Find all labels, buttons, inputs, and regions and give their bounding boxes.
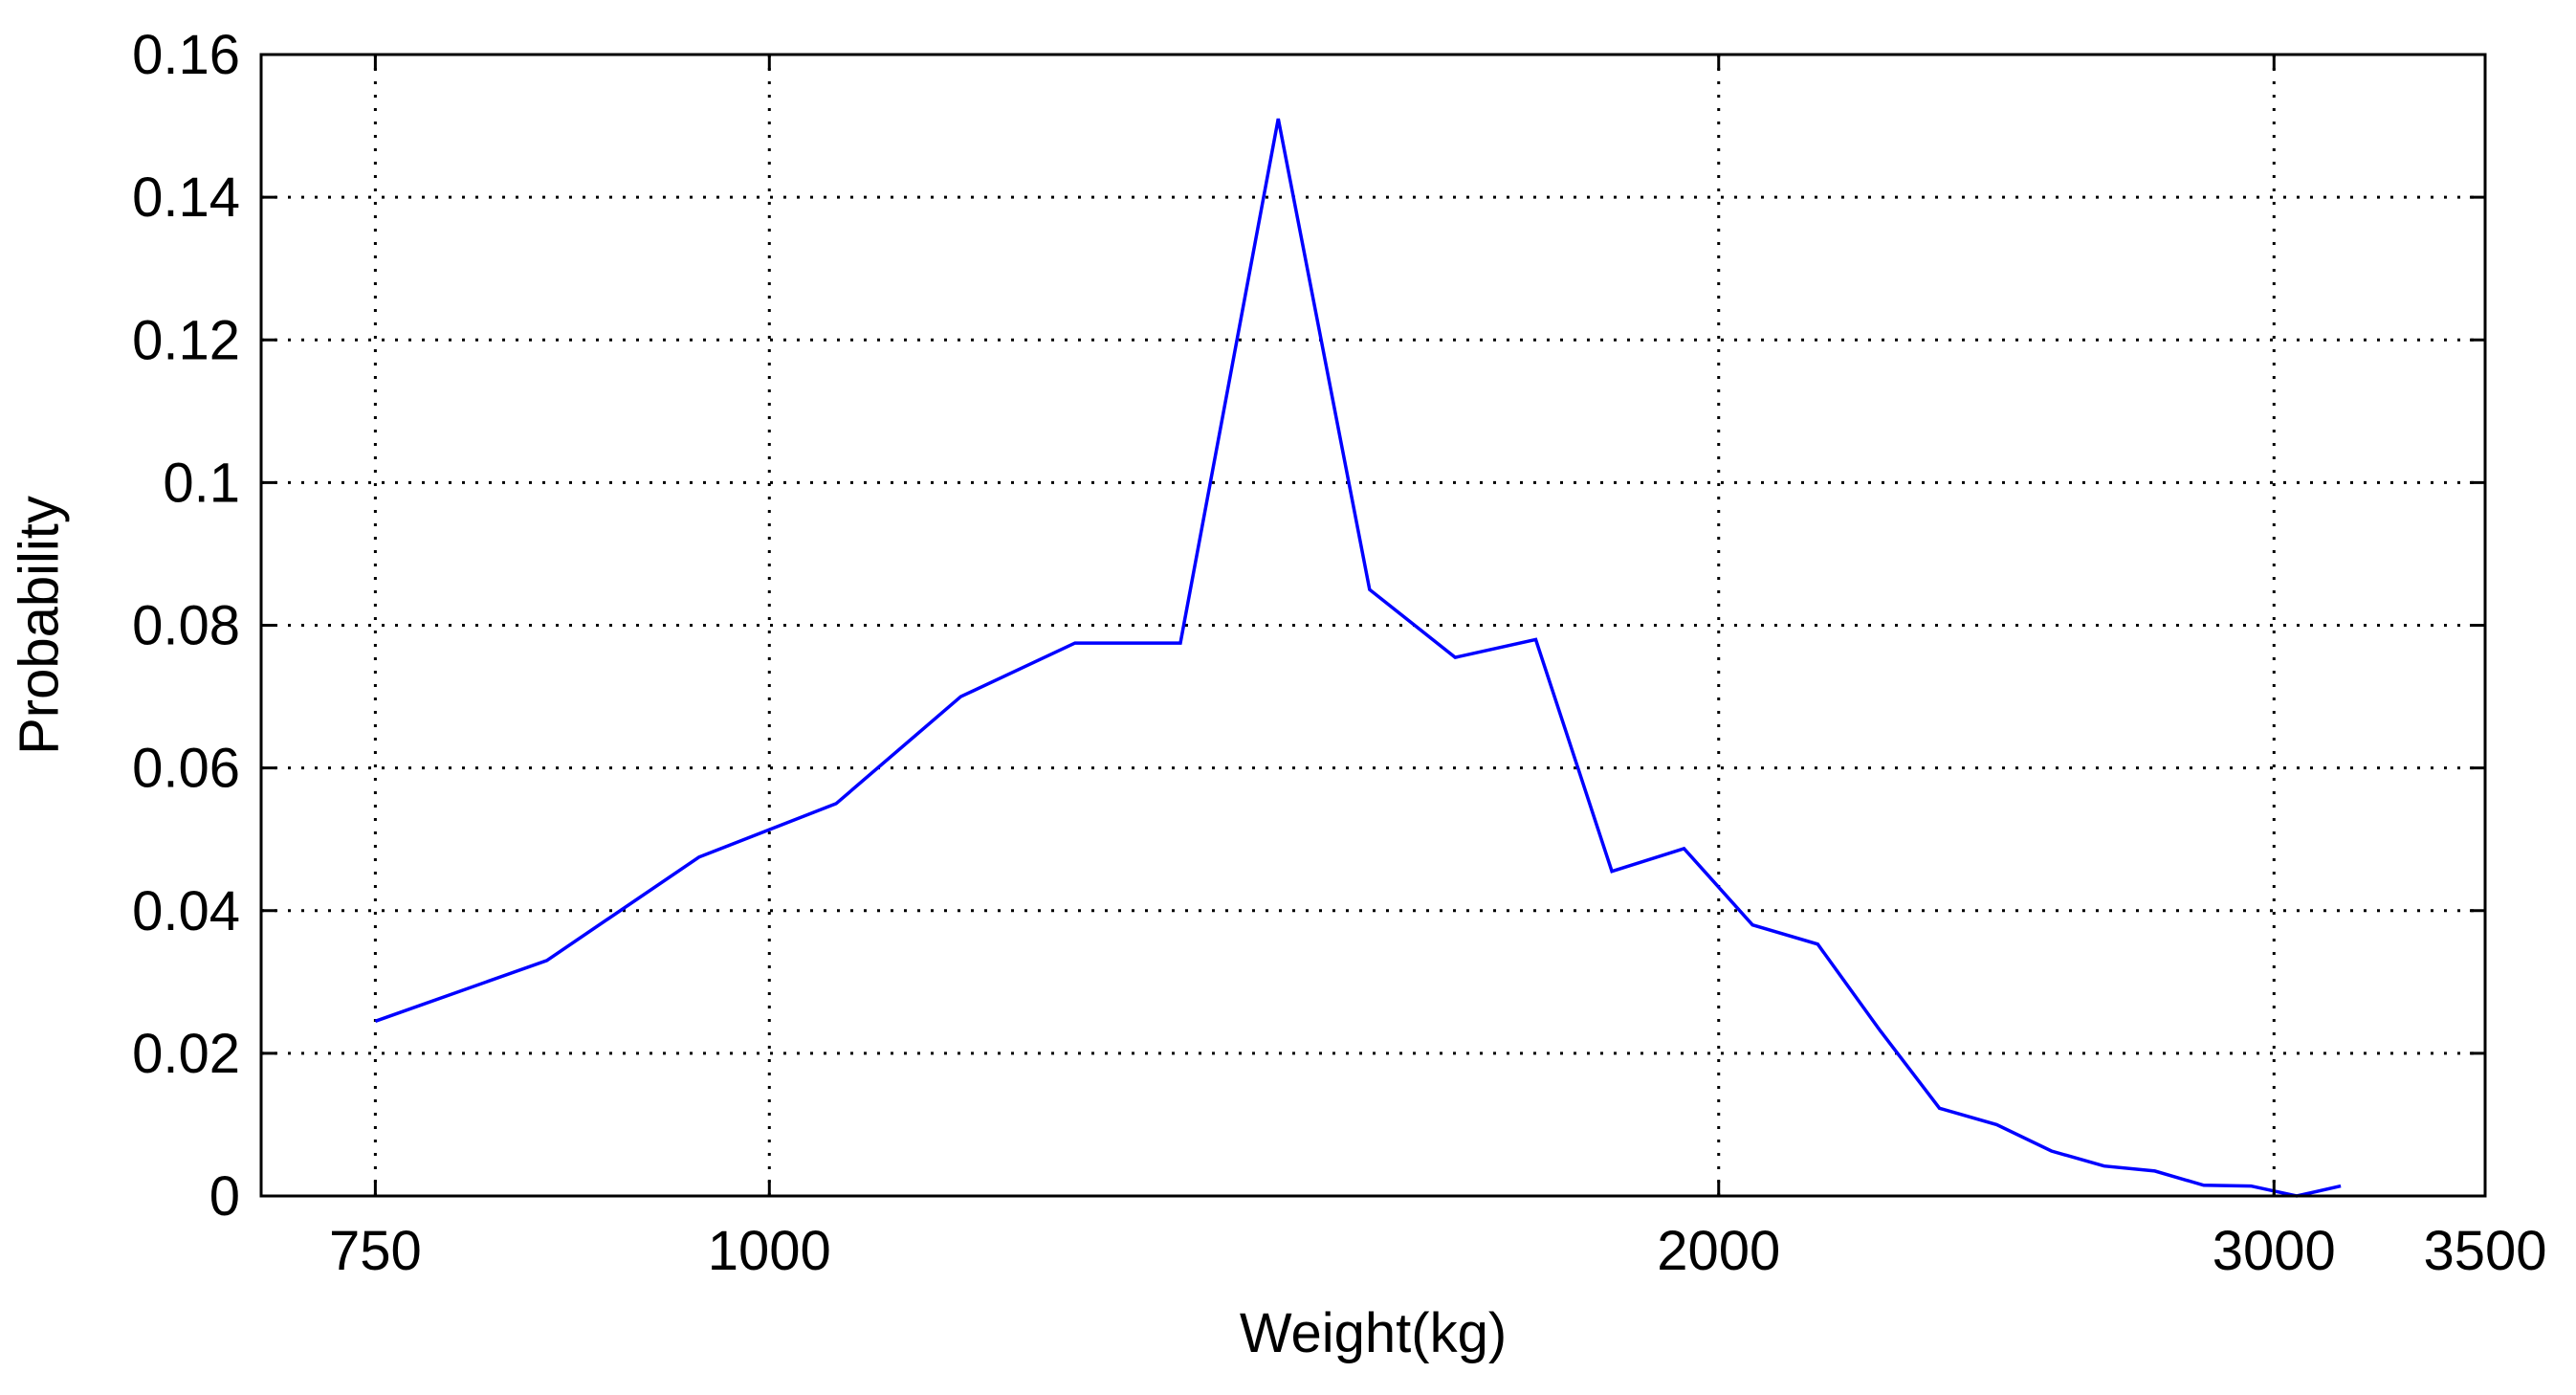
y-tick-label: 0.16 xyxy=(132,24,240,86)
y-tick-label: 0.04 xyxy=(132,880,240,942)
series-layer xyxy=(374,118,2342,1198)
series-line xyxy=(374,118,2342,1198)
x-tick-label: 1000 xyxy=(708,1220,831,1282)
y-tick-label: 0.08 xyxy=(132,595,240,657)
y-tick-label: 0.1 xyxy=(163,452,240,514)
x-tick-label: 2000 xyxy=(1657,1220,1780,1282)
y-axis-title: Probability xyxy=(8,496,70,755)
x-tick-label: 3000 xyxy=(2213,1220,2336,1282)
y-tick-label: 0.14 xyxy=(132,166,240,229)
x-tick-label: 3500 xyxy=(2423,1220,2546,1282)
y-tick-label: 0.06 xyxy=(132,738,240,800)
tick-labels: 750 1000 2000 3000 3500 0 0.02 0.04 0.06 0.08 0.1 0… xyxy=(132,24,2546,1282)
y-tick-label: 0 xyxy=(209,1165,240,1228)
x-axis-title: Weight(kg) xyxy=(1240,1302,1507,1364)
tick-marks xyxy=(261,53,2487,1198)
y-tick-label: 0.12 xyxy=(132,309,240,371)
y-tick-label: 0.02 xyxy=(132,1023,240,1085)
x-tick-label: 750 xyxy=(329,1220,422,1282)
